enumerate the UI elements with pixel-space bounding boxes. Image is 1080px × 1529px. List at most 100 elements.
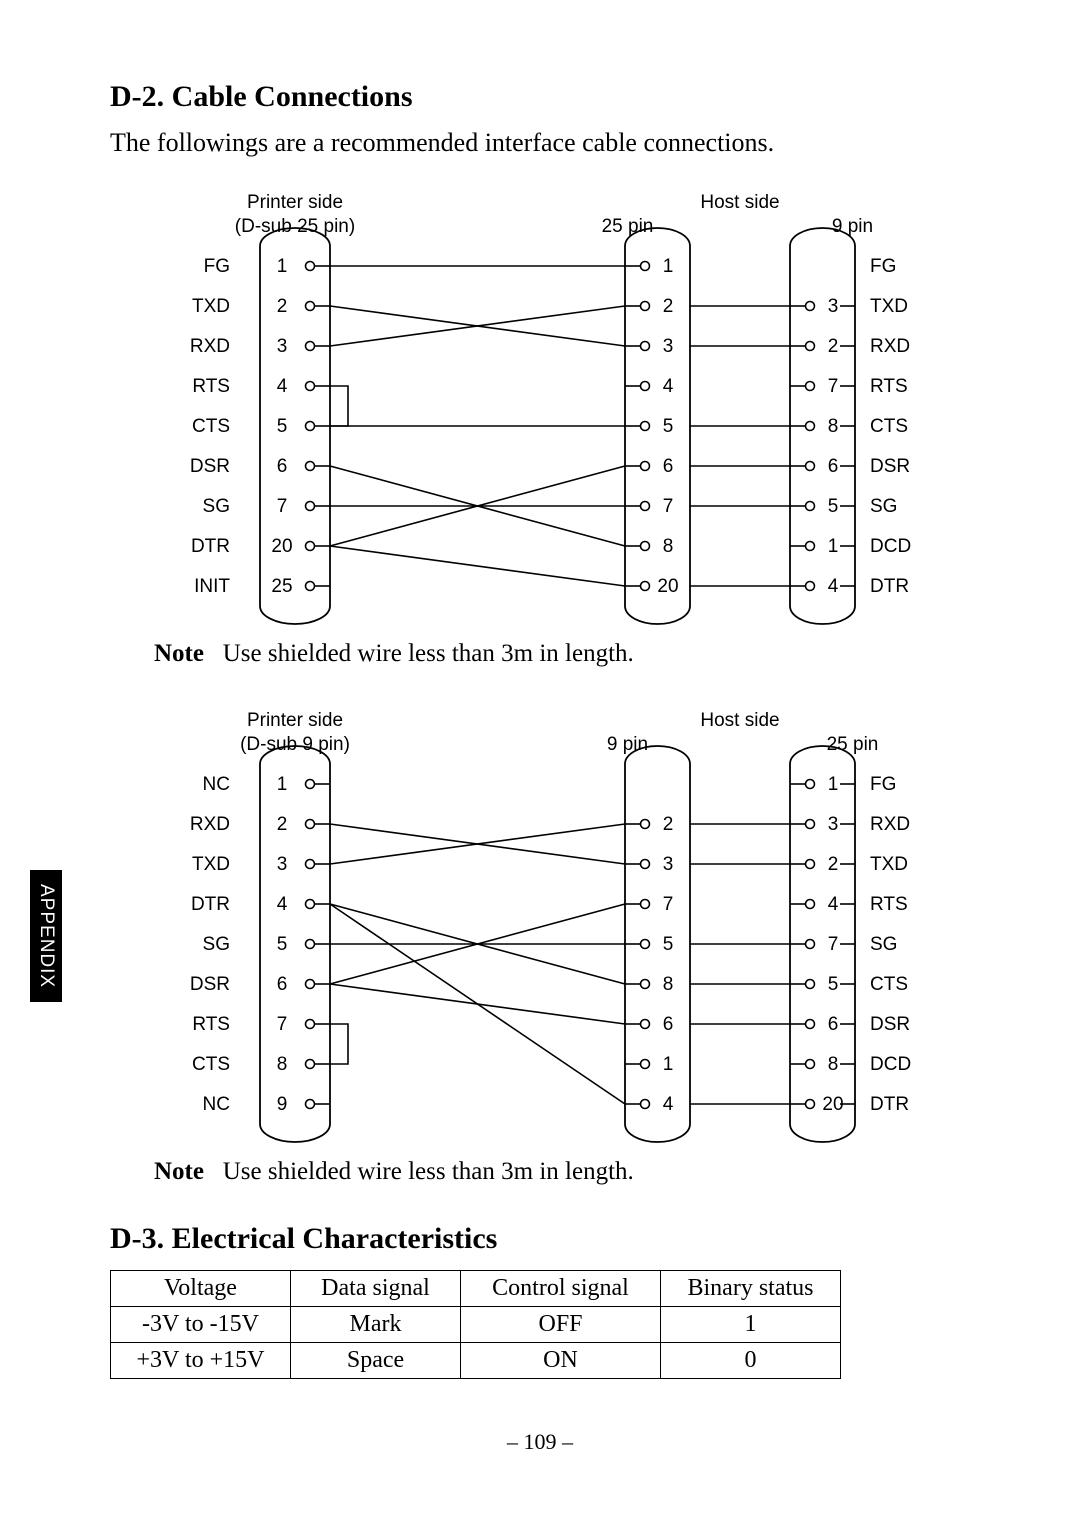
svg-text:1: 1 xyxy=(828,536,839,557)
svg-text:9: 9 xyxy=(277,1094,288,1115)
svg-text:7: 7 xyxy=(828,934,839,955)
svg-text:RXD: RXD xyxy=(870,814,910,835)
svg-text:DSR: DSR xyxy=(870,456,910,477)
svg-text:8: 8 xyxy=(828,416,839,437)
svg-text:FG: FG xyxy=(204,256,230,277)
electrical-table: VoltageData signalControl signalBinary s… xyxy=(110,1270,970,1379)
section-d2-intro: The followings are a recommended interfa… xyxy=(110,128,970,158)
table-cell: Mark xyxy=(291,1307,461,1343)
svg-text:RXD: RXD xyxy=(190,336,230,357)
svg-text:CTS: CTS xyxy=(192,416,230,437)
note-text: Use shielded wire less than 3m in length… xyxy=(223,640,634,667)
svg-text:DTR: DTR xyxy=(191,536,230,557)
svg-text:7: 7 xyxy=(277,496,288,517)
table-row: -3V to -15VMarkOFF1 xyxy=(111,1307,841,1343)
svg-text:1: 1 xyxy=(828,774,839,795)
table-row: +3V to +15VSpaceON0 xyxy=(111,1343,841,1379)
svg-text:8: 8 xyxy=(663,536,674,557)
svg-text:TXD: TXD xyxy=(870,854,908,875)
svg-text:9 pin: 9 pin xyxy=(832,216,873,237)
svg-text:DTR: DTR xyxy=(870,1094,909,1115)
svg-text:4: 4 xyxy=(277,894,288,915)
svg-text:SG: SG xyxy=(870,934,897,955)
note-label: Note xyxy=(154,1158,204,1185)
svg-text:TXD: TXD xyxy=(192,296,230,317)
svg-text:RTS: RTS xyxy=(192,1014,230,1035)
svg-text:3: 3 xyxy=(828,814,839,835)
table-cell: Space xyxy=(291,1343,461,1379)
section-d3-heading: D-3. Electrical Characteristics xyxy=(110,1222,970,1256)
svg-text:CTS: CTS xyxy=(870,974,908,995)
svg-text:3: 3 xyxy=(663,336,674,357)
svg-text:DTR: DTR xyxy=(870,576,909,597)
svg-text:RTS: RTS xyxy=(870,376,908,397)
svg-text:3: 3 xyxy=(277,854,288,875)
section-d2-heading: D-2. Cable Connections xyxy=(110,80,970,114)
svg-text:20: 20 xyxy=(657,576,678,597)
svg-text:RXD: RXD xyxy=(190,814,230,835)
svg-text:6: 6 xyxy=(828,456,839,477)
svg-text:Host side: Host side xyxy=(700,710,779,731)
svg-text:25: 25 xyxy=(271,576,292,597)
note-1: Note Use shielded wire less than 3m in l… xyxy=(154,640,970,668)
svg-text:5: 5 xyxy=(663,416,674,437)
page-number: – 109 – xyxy=(110,1429,970,1455)
svg-text:1: 1 xyxy=(277,774,288,795)
svg-text:(D-sub 9 pin): (D-sub 9 pin) xyxy=(240,734,350,755)
svg-text:TXD: TXD xyxy=(192,854,230,875)
svg-text:20: 20 xyxy=(271,536,292,557)
table-header: Data signal xyxy=(291,1271,461,1307)
svg-text:3: 3 xyxy=(277,336,288,357)
svg-text:FG: FG xyxy=(870,774,896,795)
svg-text:25 pin: 25 pin xyxy=(602,216,654,237)
svg-text:8: 8 xyxy=(828,1054,839,1075)
svg-text:25 pin: 25 pin xyxy=(827,734,879,755)
svg-text:Printer side: Printer side xyxy=(247,192,343,213)
svg-text:DSR: DSR xyxy=(190,456,230,477)
svg-text:RXD: RXD xyxy=(870,336,910,357)
svg-text:9 pin: 9 pin xyxy=(607,734,648,755)
svg-text:CTS: CTS xyxy=(870,416,908,437)
note-label: Note xyxy=(154,640,204,667)
svg-text:RTS: RTS xyxy=(192,376,230,397)
svg-text:SG: SG xyxy=(203,934,230,955)
svg-text:7: 7 xyxy=(277,1014,288,1035)
table-cell: OFF xyxy=(461,1307,661,1343)
svg-text:3: 3 xyxy=(663,854,674,875)
svg-text:FG: FG xyxy=(870,256,896,277)
svg-text:2: 2 xyxy=(828,336,839,357)
table-header: Binary status xyxy=(661,1271,841,1307)
svg-text:NC: NC xyxy=(203,774,230,795)
svg-text:5: 5 xyxy=(663,934,674,955)
svg-text:7: 7 xyxy=(663,894,674,915)
svg-text:5: 5 xyxy=(828,974,839,995)
svg-text:4: 4 xyxy=(828,576,839,597)
svg-text:8: 8 xyxy=(277,1054,288,1075)
table-cell: 1 xyxy=(661,1307,841,1343)
svg-text:6: 6 xyxy=(828,1014,839,1035)
svg-text:CTS: CTS xyxy=(192,1054,230,1075)
svg-text:6: 6 xyxy=(277,456,288,477)
svg-text:6: 6 xyxy=(663,1014,674,1035)
svg-text:DCD: DCD xyxy=(870,1054,911,1075)
svg-text:TXD: TXD xyxy=(870,296,908,317)
table-cell: -3V to -15V xyxy=(111,1307,291,1343)
svg-text:6: 6 xyxy=(277,974,288,995)
svg-text:NC: NC xyxy=(203,1094,230,1115)
svg-text:Host side: Host side xyxy=(700,192,779,213)
svg-text:4: 4 xyxy=(663,376,674,397)
svg-text:(D-sub 25 pin): (D-sub 25 pin) xyxy=(235,216,355,237)
svg-text:5: 5 xyxy=(277,934,288,955)
table-cell: ON xyxy=(461,1343,661,1379)
svg-text:2: 2 xyxy=(663,814,674,835)
svg-text:2: 2 xyxy=(828,854,839,875)
svg-text:7: 7 xyxy=(663,496,674,517)
svg-text:DSR: DSR xyxy=(870,1014,910,1035)
svg-text:6: 6 xyxy=(663,456,674,477)
svg-text:Printer side: Printer side xyxy=(247,710,343,731)
svg-text:DCD: DCD xyxy=(870,536,911,557)
cable-diagram-25pin: Printer side (D-sub 25 pin) Host side 25 pi… xyxy=(170,186,970,626)
svg-text:RTS: RTS xyxy=(870,894,908,915)
appendix-tab: APPENDIX xyxy=(30,870,62,1002)
svg-text:SG: SG xyxy=(203,496,230,517)
